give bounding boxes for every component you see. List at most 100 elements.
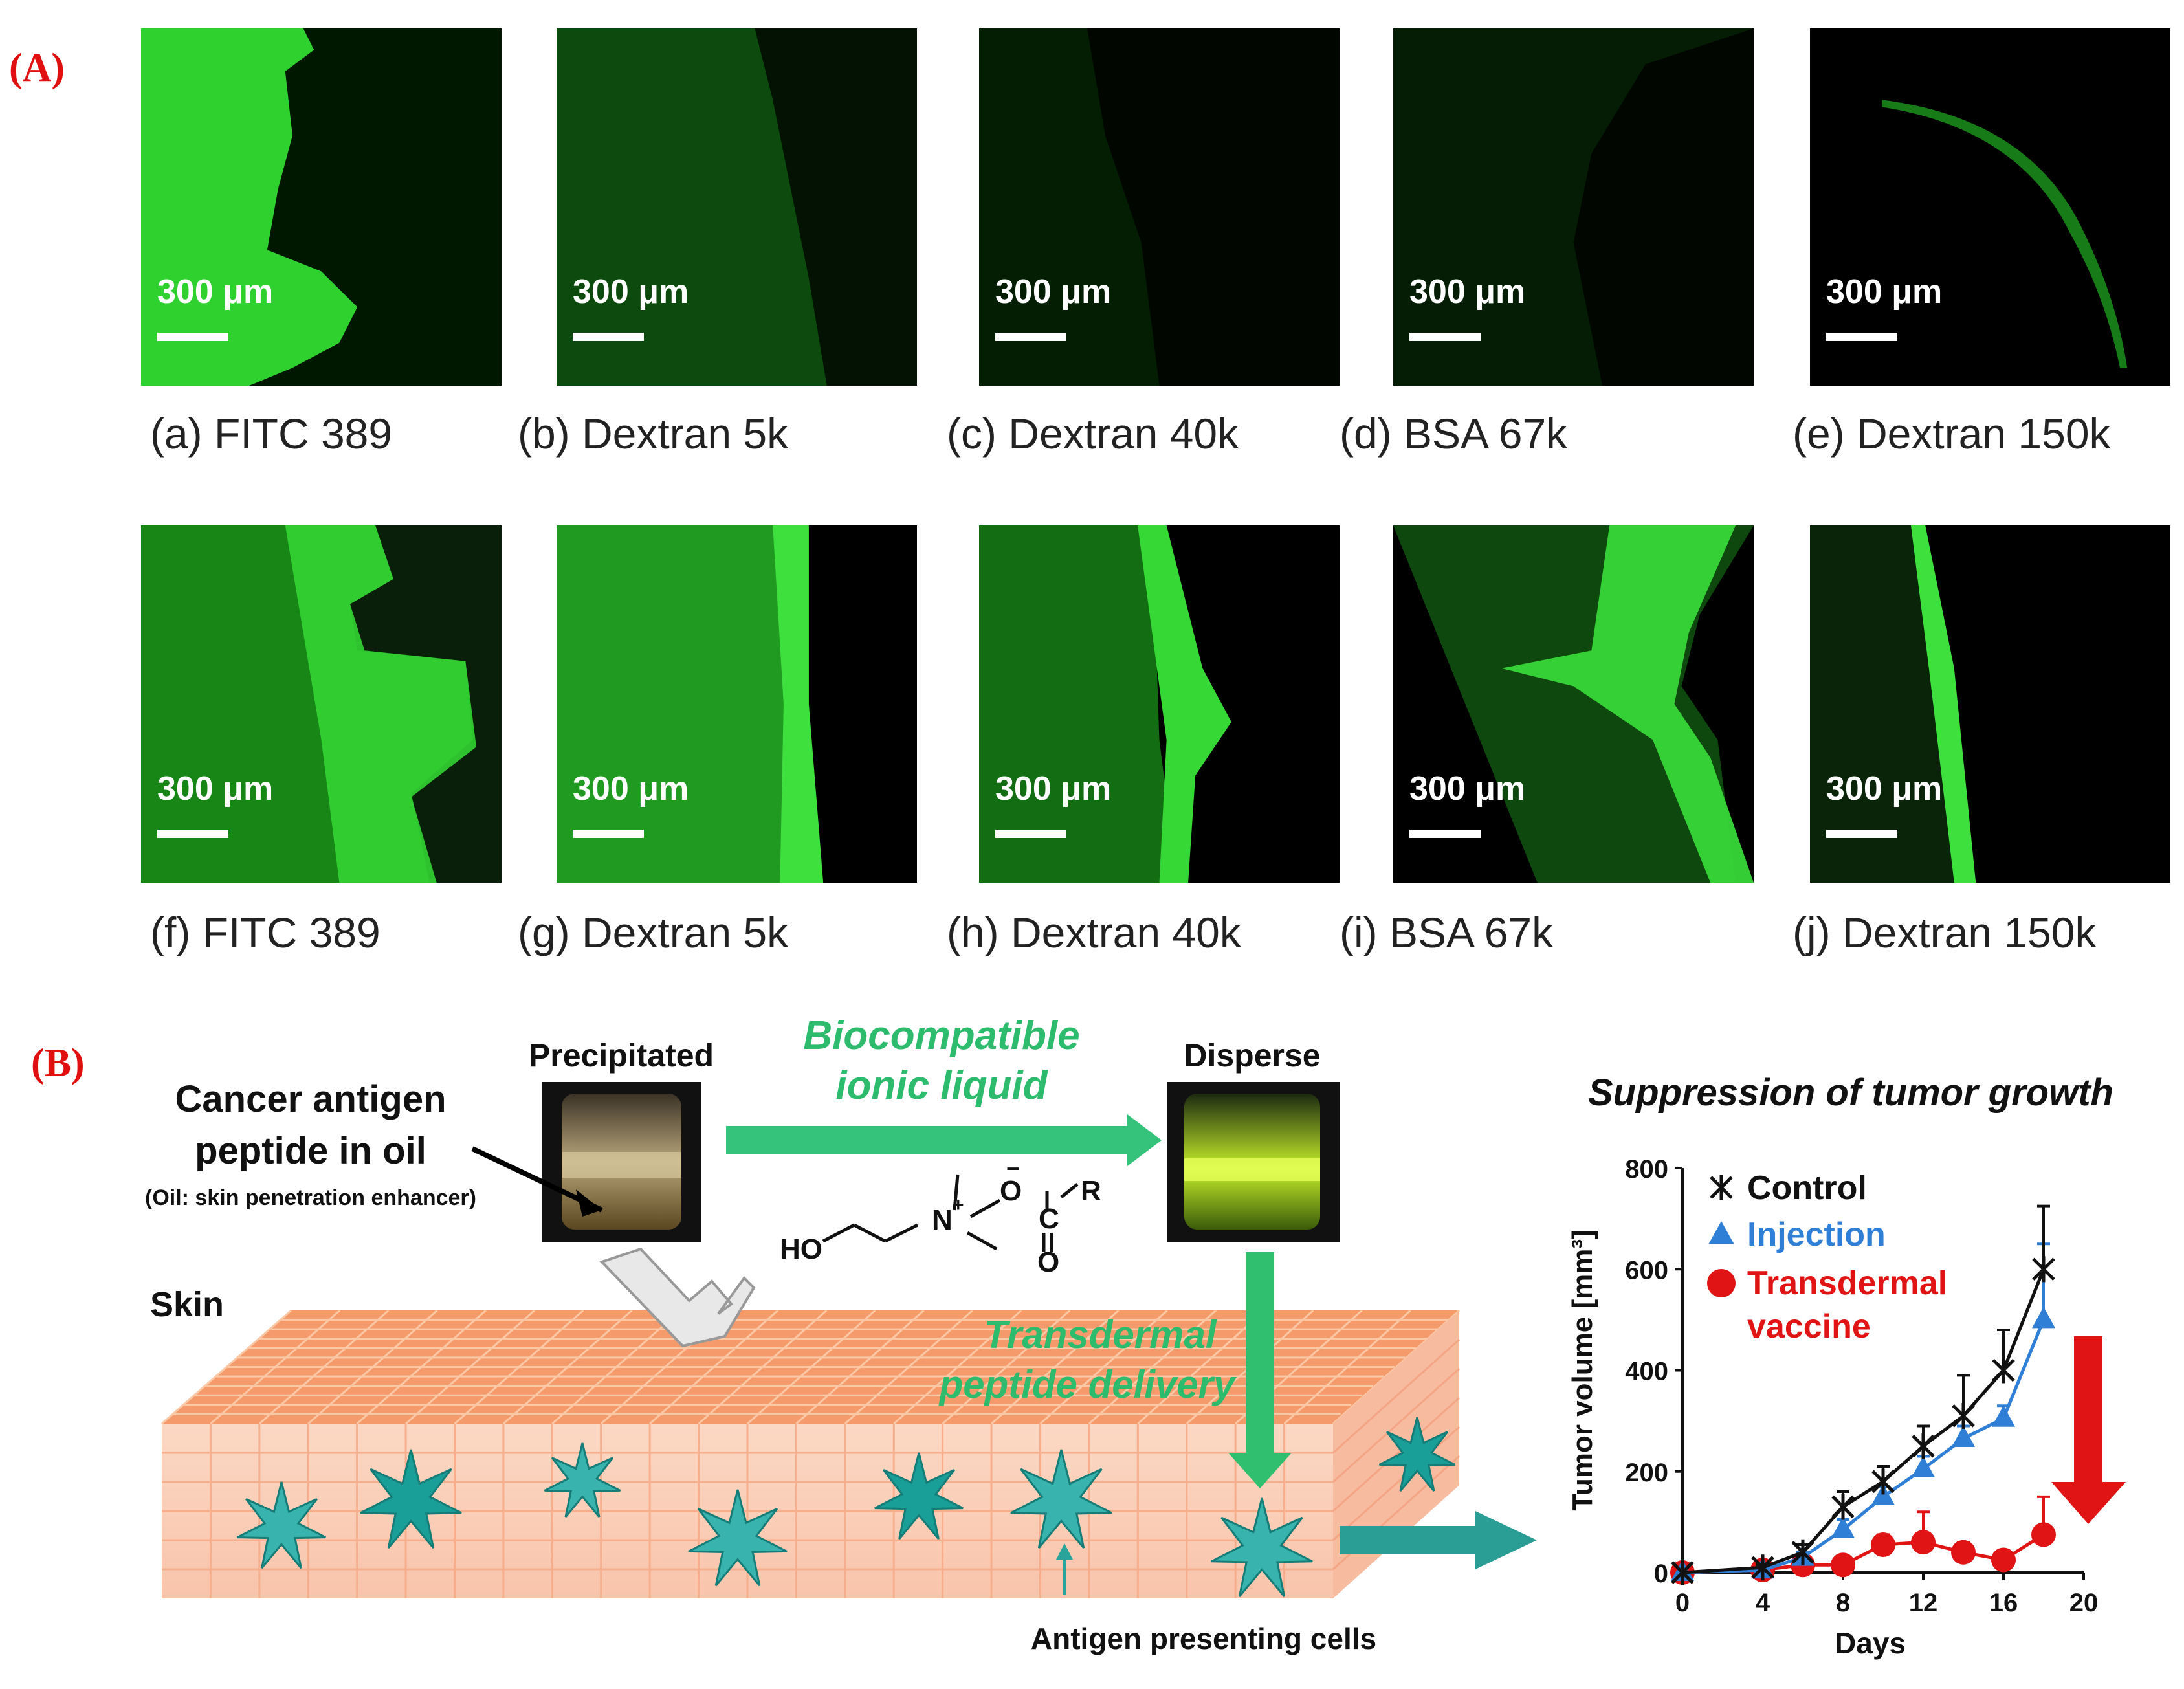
tumor-growth-chart: 0 200 400 600 800 0 4 8 12 16 20 Days Tumor volume [… bbox=[1567, 1155, 2126, 1660]
scale-bar-label: 300 μm bbox=[157, 770, 274, 808]
legend-control: Control bbox=[1747, 1169, 1867, 1207]
micrograph-caption-e: (e) Dextran 150k bbox=[1792, 410, 2111, 458]
scale-bar-label: 300 μm bbox=[1826, 273, 1943, 311]
data-point bbox=[1831, 1516, 1855, 1538]
x-tick-label: 0 bbox=[1675, 1589, 1690, 1617]
micrograph-b: 300 μm bbox=[557, 28, 917, 386]
chem-n: N bbox=[932, 1204, 953, 1236]
micrograph-caption-f: (f) FITC 389 bbox=[150, 909, 381, 956]
micrograph-caption-c: (c) Dextran 40k bbox=[947, 410, 1239, 458]
scale-bar-label: 300 μm bbox=[157, 273, 274, 311]
data-point bbox=[2031, 1522, 2056, 1547]
micrograph-caption-d: (d) BSA 67k bbox=[1340, 410, 1568, 458]
panel-b-label: (B) bbox=[31, 1041, 85, 1085]
micrograph-a: 300 μm bbox=[141, 28, 502, 386]
micrograph-caption-g: (g) Dextran 5k bbox=[518, 909, 789, 956]
y-tick-label: 800 bbox=[1625, 1155, 1668, 1184]
scale-bar-label: 300 μm bbox=[573, 770, 689, 808]
panel-a-label: (A) bbox=[9, 46, 65, 90]
legend-injection: Injection bbox=[1747, 1216, 1886, 1253]
chem-o-minus: O bbox=[1000, 1175, 1022, 1207]
x-tick-label: 4 bbox=[1756, 1589, 1770, 1617]
precipitated-label: Precipitated bbox=[528, 1037, 714, 1074]
y-axis-label: Tumor volume [mm³] bbox=[1567, 1230, 1598, 1510]
data-point bbox=[1912, 1433, 1935, 1459]
micrograph-caption-j: (j) Dextran 150k bbox=[1792, 909, 2097, 956]
scale-bar bbox=[995, 333, 1066, 341]
scale-bar bbox=[1826, 333, 1897, 341]
bent-arrow bbox=[599, 1247, 756, 1348]
data-point bbox=[1952, 1425, 1975, 1447]
scale-bar bbox=[1826, 830, 1897, 838]
y-tick-label: 400 bbox=[1625, 1358, 1668, 1386]
data-point bbox=[1952, 1402, 1975, 1429]
micrograph-f: 300 μm bbox=[141, 525, 502, 883]
scale-bar-label: 300 μm bbox=[573, 273, 689, 311]
micrograph-g: 300 μm bbox=[557, 525, 917, 883]
series-asterisk bbox=[1671, 1204, 2055, 1585]
data-point bbox=[1912, 1455, 1935, 1477]
series-line bbox=[1682, 1533, 2045, 1574]
data-point bbox=[1991, 1547, 2016, 1573]
x-tick-label: 16 bbox=[1989, 1589, 2018, 1617]
delivery-arrow bbox=[1246, 1252, 1274, 1453]
scale-bar-label: 300 μm bbox=[995, 273, 1112, 311]
micrograph-caption-a: (a) FITC 389 bbox=[150, 410, 393, 458]
scale-bar bbox=[1409, 333, 1481, 341]
micrograph-c: 300 μm bbox=[979, 28, 1340, 386]
choline-structure bbox=[822, 1174, 1079, 1252]
data-point bbox=[2032, 1307, 2055, 1329]
data-point bbox=[1871, 1468, 1895, 1495]
data-point bbox=[1791, 1539, 1814, 1565]
antigen-label-1: Cancer antigen bbox=[175, 1078, 447, 1120]
scale-bar-label: 300 μm bbox=[995, 770, 1112, 808]
y-tick-label: 0 bbox=[1654, 1560, 1668, 1588]
x-tick-label: 20 bbox=[2069, 1589, 2099, 1617]
micrograph-i: 300 μm bbox=[1393, 525, 1754, 883]
micrograph-caption-b: (b) Dextran 5k bbox=[518, 410, 789, 458]
data-point bbox=[1992, 1405, 2015, 1427]
chem-ho: HO bbox=[780, 1233, 822, 1265]
data-point bbox=[1871, 1532, 1895, 1558]
micrograph-j: 300 μm bbox=[1810, 525, 2170, 883]
transdermal-label-1: Transdermal bbox=[984, 1313, 1217, 1356]
data-point bbox=[2032, 1256, 2055, 1283]
ionic-liquid-arrow bbox=[726, 1126, 1127, 1154]
ionic-liquid-label-2: ionic liquid bbox=[835, 1063, 1048, 1108]
x-tick-label: 12 bbox=[1909, 1589, 1938, 1617]
scale-bar bbox=[1409, 830, 1481, 838]
scale-bar-label: 300 μm bbox=[1826, 770, 1943, 808]
x-tick-label: 8 bbox=[1836, 1589, 1850, 1617]
antigen-label-2: peptide in oil bbox=[195, 1130, 426, 1172]
data-point bbox=[1751, 1554, 1774, 1581]
series-line bbox=[1682, 1319, 2046, 1574]
micrograph-d: 300 μm bbox=[1393, 28, 1754, 386]
legend-vaccine: vaccine bbox=[1747, 1308, 1871, 1345]
y-tick-label: 600 bbox=[1625, 1256, 1668, 1285]
antigen-presenting-cell bbox=[688, 1489, 788, 1587]
micrograph-caption-i: (i) BSA 67k bbox=[1340, 909, 1554, 956]
scale-bar bbox=[157, 333, 228, 341]
chem-plus: + bbox=[953, 1195, 964, 1216]
antigen-presenting-cell bbox=[874, 1452, 964, 1540]
data-point bbox=[1671, 1560, 1694, 1585]
legend-transdermal: Transdermal bbox=[1747, 1264, 1947, 1302]
antigen-presenting-cell bbox=[1010, 1449, 1112, 1549]
micrograph-caption-h: (h) Dextran 40k bbox=[947, 909, 1241, 956]
scale-bar bbox=[995, 830, 1066, 838]
disperse-label: Disperse bbox=[1184, 1037, 1321, 1074]
antigen-presenting-cell bbox=[360, 1449, 462, 1549]
antigen-presenting-cell bbox=[544, 1442, 621, 1518]
antigen-presenting-cell bbox=[1378, 1417, 1456, 1492]
chem-r: R bbox=[1081, 1175, 1101, 1207]
reduction-arrow bbox=[2051, 1336, 2126, 1524]
data-point bbox=[1831, 1552, 1855, 1578]
chem-c: C bbox=[1039, 1203, 1059, 1235]
x-axis-label: Days bbox=[1835, 1626, 1906, 1660]
oil-note: (Oil: skin penetration enhancer) bbox=[145, 1186, 476, 1210]
svg-text:−: − bbox=[1006, 1155, 1020, 1182]
scale-bar-label: 300 μm bbox=[1409, 273, 1526, 311]
schematic-diagram: HO N + O − C R O bbox=[161, 1082, 1537, 1598]
apc-label: Antigen presenting cells bbox=[1030, 1622, 1377, 1655]
data-point bbox=[1951, 1540, 1976, 1565]
